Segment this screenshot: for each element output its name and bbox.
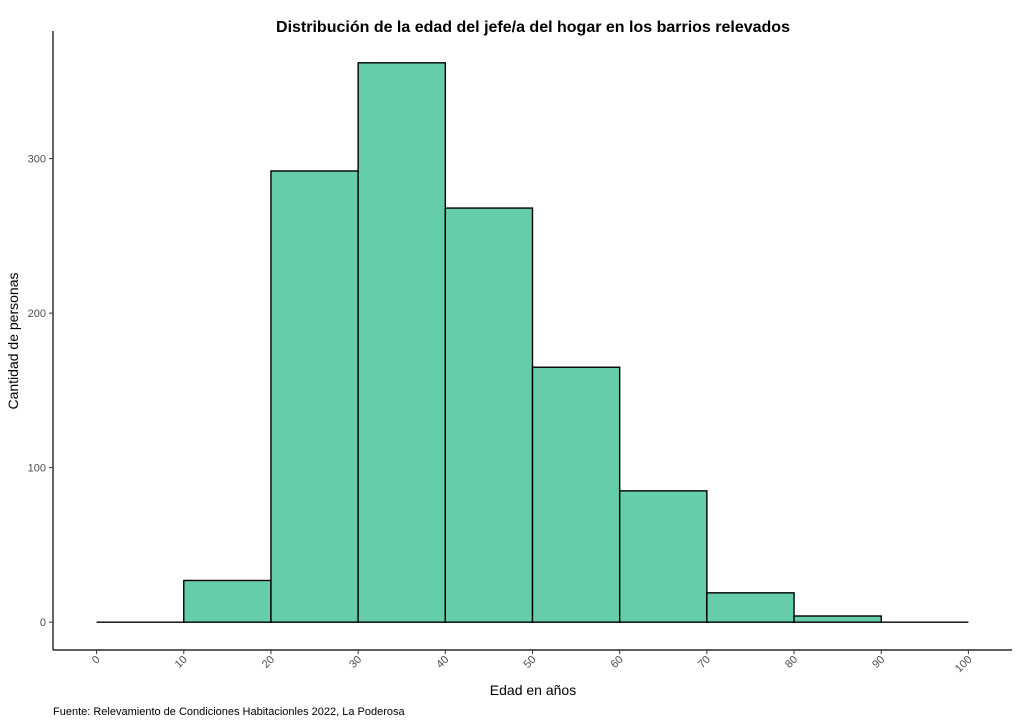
x-tick-label: 40 — [434, 654, 451, 671]
histogram-bar — [357, 62, 447, 623]
x-tick-label: 90 — [870, 654, 887, 671]
y-axis-ticks: 0 100 200 300 — [28, 154, 53, 629]
histogram-bar — [793, 615, 882, 623]
y-axis-title: Cantidad de personas — [5, 273, 21, 410]
histogram-bar — [706, 592, 795, 623]
x-axis-ticks: 0 10 20 30 40 50 60 70 80 90 100 — [90, 650, 975, 675]
x-tick-label: 100 — [953, 654, 974, 675]
y-tick-label: 100 — [28, 463, 46, 475]
chart-title: Distribución de la edad del jefe/a del h… — [276, 19, 790, 36]
x-tick-label: 30 — [347, 654, 364, 671]
y-tick-label: 0 — [40, 617, 46, 629]
x-axis-title: Edad en años — [490, 682, 576, 698]
x-tick-label: 80 — [783, 654, 800, 671]
x-tick-label: 20 — [260, 654, 277, 671]
histogram-bar — [270, 170, 359, 623]
histogram-bar — [183, 579, 272, 623]
x-tick-label: 10 — [173, 654, 190, 671]
x-tick-label: 60 — [609, 654, 626, 671]
bars-group — [96, 62, 969, 623]
x-tick-label: 0 — [90, 654, 103, 667]
chart-caption: Fuente: Relevamiento de Condiciones Habi… — [53, 706, 405, 718]
x-tick-label: 50 — [521, 654, 538, 671]
histogram-bar — [444, 207, 534, 623]
y-tick-label: 200 — [28, 308, 46, 320]
histogram-bar — [618, 490, 708, 623]
y-tick-label: 300 — [28, 154, 46, 166]
x-tick-label: 70 — [696, 654, 713, 671]
histogram-bar — [531, 366, 621, 623]
